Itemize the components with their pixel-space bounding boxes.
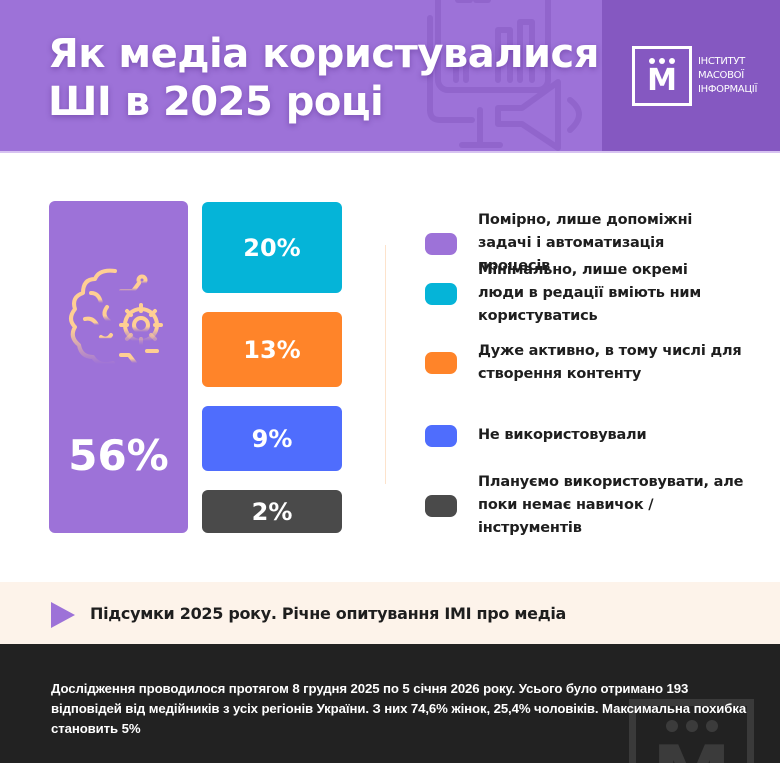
legend-swatch bbox=[425, 232, 457, 255]
legend-item-not-used: Не використовували bbox=[425, 424, 765, 447]
legend-item-planning: Плануємо використовувати, але поки немає… bbox=[425, 471, 765, 540]
legend-swatch bbox=[425, 424, 457, 447]
watermark-logo-icon: М bbox=[629, 699, 754, 763]
legend-label: Мінімально, лише окремі люди в редації в… bbox=[478, 262, 702, 324]
presentation-megaphone-illustration bbox=[427, 0, 582, 151]
bar-not-used: 9% bbox=[202, 406, 342, 471]
title-line-2: ШІ в 2025 році bbox=[48, 79, 384, 125]
legend-label: Не використовували bbox=[478, 427, 647, 443]
legend-swatch bbox=[425, 352, 457, 374]
legend-swatch bbox=[425, 494, 457, 517]
legend-label: Дуже активно, в тому числі для створення… bbox=[478, 343, 742, 382]
bar-moderately: 56% bbox=[49, 201, 188, 533]
chart-legend-divider bbox=[385, 245, 386, 484]
logo-text-line-3: ІНФОРМАЦІЇ bbox=[698, 84, 758, 95]
imi-logo: М bbox=[632, 46, 692, 106]
legend-item-very-actively: Дуже активно, в тому числі для створення… bbox=[425, 340, 765, 386]
legend-item-minimally: Мінімально, лише окремі люди в редації в… bbox=[425, 259, 765, 328]
logo-wordmark: ІНСТИТУТ МАСОВОЇ ІНФОРМАЦІЇ bbox=[698, 55, 757, 97]
play-triangle-icon bbox=[51, 602, 75, 628]
brain-gear-icon bbox=[69, 268, 163, 367]
value-not-used: 9% bbox=[251, 424, 293, 453]
legend-item-moderately: Помірно, лише допоміжні задачі і автомат… bbox=[425, 209, 765, 278]
source-caption: Підсумки 2025 року. Річне опитування ІМІ… bbox=[90, 604, 567, 623]
bar-planning: 2% bbox=[202, 490, 342, 533]
bar-minimally: 20% bbox=[202, 202, 342, 293]
watermark-glyph: М bbox=[636, 736, 747, 763]
value-planning: 2% bbox=[251, 497, 293, 526]
header-divider bbox=[0, 151, 780, 153]
title-line-1: Як медіа користувалися bbox=[48, 31, 599, 77]
logo-text-line-2: МАСОВОЇ bbox=[698, 70, 744, 81]
page-title: Як медіа користувалися ШІ в 2025 році bbox=[48, 30, 599, 126]
value-moderately: 56% bbox=[68, 431, 169, 480]
logo-dots-icon bbox=[649, 58, 675, 64]
logo-glyph: М bbox=[647, 63, 677, 98]
logo-text-line-1: ІНСТИТУТ bbox=[698, 56, 745, 67]
methodology-text: Дослідження проводилося протягом 8 грудн… bbox=[51, 681, 747, 736]
source-band: Підсумки 2025 року. Річне опитування ІМІ… bbox=[0, 582, 780, 644]
value-very-actively: 13% bbox=[243, 335, 301, 364]
legend-label: Плануємо використовувати, але поки немає… bbox=[478, 474, 744, 536]
header-banner: Як медіа користувалися ШІ в 2025 році М … bbox=[0, 0, 780, 151]
methodology-footer: М Дослідження проводилося протягом 8 гру… bbox=[0, 644, 780, 763]
legend-swatch bbox=[425, 282, 457, 305]
legend-label: Помірно, лише допоміжні задачі і автомат… bbox=[478, 212, 693, 274]
value-minimally: 20% bbox=[243, 233, 301, 262]
bar-very-actively: 13% bbox=[202, 312, 342, 387]
